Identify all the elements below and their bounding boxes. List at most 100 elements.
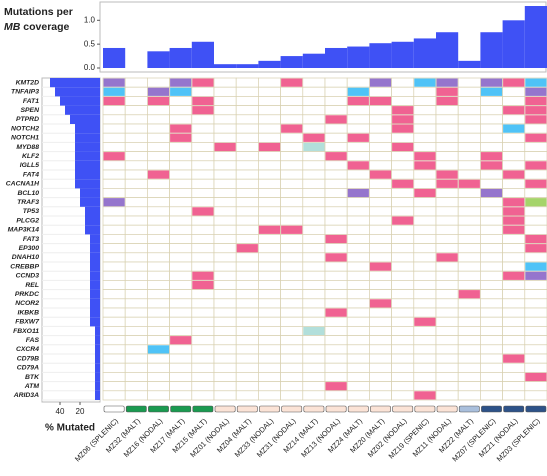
- grid-cell: [457, 353, 481, 364]
- mutation-cell: [525, 96, 547, 106]
- grid-cell: [213, 77, 237, 88]
- mutation-cell: [170, 124, 192, 133]
- mutation-cell: [525, 372, 547, 382]
- grid-cell: [191, 123, 215, 134]
- rate-bar: [258, 60, 281, 68]
- grid-cell: [102, 178, 126, 189]
- grid-cell: [369, 86, 392, 97]
- grid-cell: [258, 261, 281, 272]
- percent-bar: [60, 96, 100, 106]
- grid-cell: [124, 96, 148, 106]
- grid-cell: [457, 298, 481, 309]
- gene-label: KMT2D: [16, 79, 40, 86]
- grid-cell: [235, 86, 259, 97]
- grid-cell: [235, 307, 259, 318]
- grid-cell: [524, 215, 547, 226]
- grid-cell: [435, 298, 459, 309]
- grid-cell: [280, 142, 304, 152]
- grid-cell: [346, 372, 370, 382]
- grid-cell: [391, 298, 415, 309]
- percent-bar: [95, 390, 100, 400]
- grid-cell: [147, 142, 170, 152]
- grid-cell: [169, 206, 193, 217]
- grid-cell: [369, 234, 392, 244]
- grid-cell: [235, 114, 259, 125]
- grid-cell: [391, 169, 415, 180]
- grid-cell: [524, 169, 547, 180]
- rate-bar: [325, 47, 348, 68]
- grid-cell: [457, 224, 481, 235]
- grid-cell: [391, 289, 415, 300]
- grid-cell: [502, 381, 526, 392]
- grid-cell: [457, 86, 481, 97]
- grid-cell: [457, 372, 481, 382]
- grid-cell: [280, 188, 304, 198]
- grid-cell: [413, 326, 437, 336]
- grid-cell: [435, 105, 459, 116]
- gene-label: FAT4: [23, 171, 39, 178]
- grid-cell: [502, 114, 526, 125]
- grid-cell: [213, 169, 237, 180]
- gene-label: FAS: [26, 337, 40, 344]
- grid-cell: [147, 289, 170, 300]
- grid-cell: [324, 105, 348, 116]
- grid-cell: [346, 224, 370, 235]
- grid-cell: [369, 252, 392, 263]
- grid-cell: [391, 261, 415, 272]
- mutation-cell: [392, 124, 414, 133]
- grid-cell: [413, 280, 437, 290]
- grid-cell: [391, 335, 415, 346]
- gene-label: PTPRD: [16, 116, 39, 123]
- grid-cell: [391, 234, 415, 244]
- grid-cell: [147, 316, 170, 327]
- grid-cell: [324, 132, 348, 143]
- grid-cell: [302, 215, 326, 226]
- grid-cell: [302, 123, 326, 134]
- grid-cell: [302, 270, 326, 281]
- grid-cell: [480, 243, 503, 254]
- grid-cell: [124, 188, 148, 198]
- grid-cell: [213, 206, 237, 217]
- grid-cell: [258, 362, 281, 373]
- grid-cell: [502, 362, 526, 373]
- grid-cell: [435, 289, 459, 300]
- grid-cell: [235, 381, 259, 392]
- grid-cell: [480, 123, 503, 134]
- grid-cell: [413, 353, 437, 364]
- grid-cell: [457, 390, 481, 401]
- grid-cell: [391, 206, 415, 217]
- grid-cell: [502, 326, 526, 336]
- grid-cell: [191, 188, 215, 198]
- grid-cell: [169, 188, 193, 198]
- grid-cell: [369, 132, 392, 143]
- mutation-cell: [147, 87, 170, 96]
- grid-cell: [169, 151, 193, 162]
- grid-cell: [258, 344, 281, 355]
- grid-cell: [191, 169, 215, 180]
- percent-bar: [75, 133, 100, 143]
- grid-cell: [235, 280, 259, 290]
- grid-cell: [435, 372, 459, 382]
- grid-cell: [191, 307, 215, 318]
- grid-cell: [413, 215, 437, 226]
- grid-cell: [524, 188, 547, 198]
- grid-cell: [102, 280, 126, 290]
- grid-cell: [324, 123, 348, 134]
- percent-bar: [75, 124, 100, 134]
- grid-cell: [124, 344, 148, 355]
- y-tick-label: 1.0: [84, 15, 96, 24]
- percent-bar: [85, 225, 100, 235]
- sample-group: [370, 405, 391, 413]
- grid-cell: [147, 178, 170, 189]
- grid-cell: [369, 215, 392, 226]
- grid-cell: [302, 105, 326, 116]
- grid-cell: [235, 252, 259, 263]
- grid-cell: [302, 114, 326, 125]
- mutation-cell: [369, 299, 392, 308]
- grid-cell: [502, 160, 526, 171]
- grid-cell: [346, 353, 370, 364]
- grid-cell: [102, 243, 126, 254]
- grid-cell: [235, 344, 259, 355]
- grid-cell: [369, 160, 392, 171]
- grid-cell: [102, 114, 126, 125]
